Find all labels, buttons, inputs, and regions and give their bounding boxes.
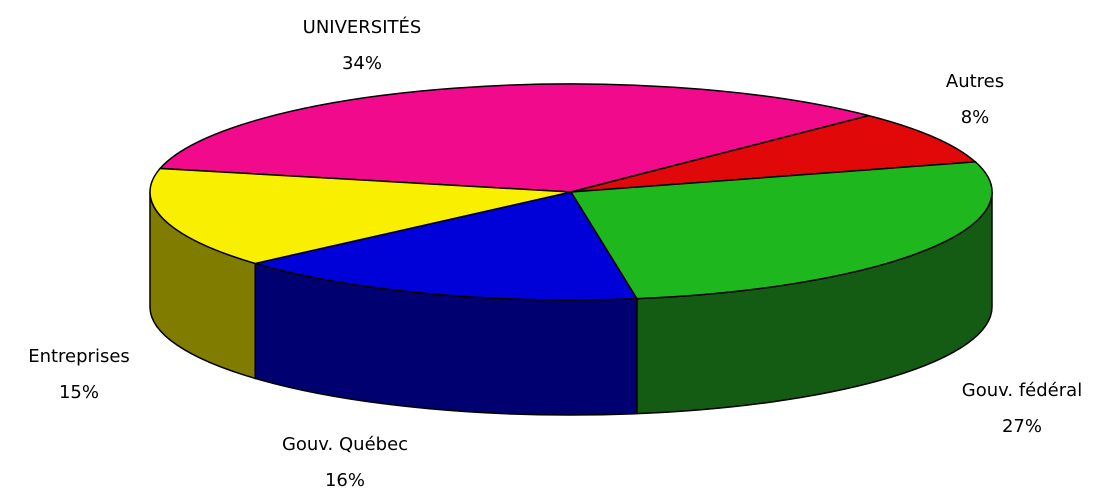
slice-value-label: 15% [59, 382, 99, 403]
slice-label: Entreprises [28, 346, 130, 367]
slice-value-label: 27% [1002, 416, 1042, 437]
slice [254, 191, 639, 301]
slice [570, 114, 978, 193]
slice-value-label: 8% [961, 107, 990, 128]
slice-label: Gouv. fédéral [962, 380, 1082, 401]
slice-value-label: 34% [342, 53, 382, 74]
slice [158, 83, 869, 193]
slice [569, 161, 993, 300]
slice [149, 167, 572, 265]
slice-label: Autres [946, 71, 1004, 92]
slice-label: UNIVERSITÉS [303, 16, 422, 38]
slice-label: Gouv. Québec [282, 434, 408, 455]
slice-value-label: 16% [325, 470, 365, 489]
